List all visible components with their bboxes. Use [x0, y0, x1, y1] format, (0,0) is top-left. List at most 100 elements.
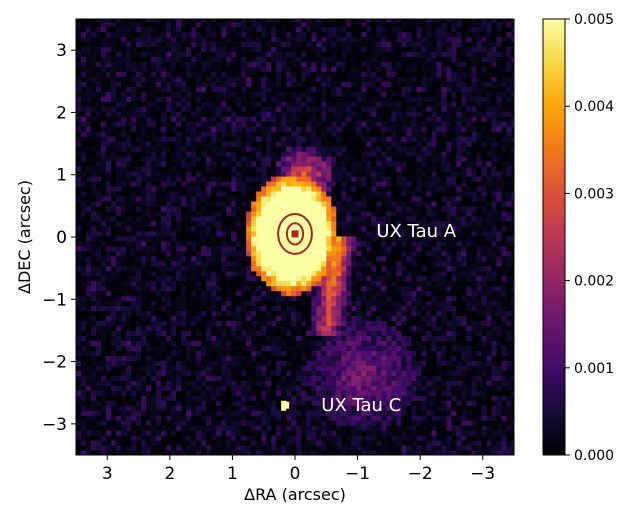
- heatmap-cell: [326, 220, 332, 227]
- heatmap-cell: [251, 131, 257, 137]
- heatmap-cell: [256, 375, 262, 381]
- heatmap-cell: [331, 430, 337, 436]
- heatmap-cell: [211, 320, 217, 327]
- heatmap-cell: [261, 405, 267, 411]
- heatmap-cell: [266, 166, 272, 172]
- heatmap-cell: [336, 190, 342, 197]
- heatmap-cell: [281, 370, 287, 376]
- heatmap-cell: [346, 225, 352, 232]
- heatmap-cell: [276, 101, 282, 107]
- heatmap-cell: [256, 400, 262, 406]
- heatmap-cell: [241, 315, 247, 322]
- heatmap-cell: [341, 300, 347, 307]
- heatmap-cell: [336, 136, 342, 142]
- heatmap-cell: [86, 116, 92, 122]
- heatmap-cell: [86, 415, 92, 421]
- heatmap-cell: [76, 230, 82, 237]
- heatmap-cell: [186, 195, 192, 202]
- heatmap-cell: [186, 270, 192, 277]
- heatmap-cell: [186, 106, 192, 112]
- heatmap-cell: [266, 56, 272, 62]
- heatmap-cell: [201, 121, 207, 127]
- heatmap-cell: [321, 19, 327, 23]
- heatmap-cell: [136, 215, 142, 222]
- heatmap-cell: [101, 340, 107, 346]
- heatmap-cell: [226, 385, 232, 391]
- heatmap-cell: [351, 255, 357, 262]
- heatmap-cell: [96, 210, 102, 217]
- heatmap-cell: [321, 340, 327, 346]
- heatmap-cell: [346, 360, 352, 366]
- heatmap-cell: [256, 270, 262, 277]
- heatmap-cell: [86, 390, 92, 396]
- heatmap-cell: [131, 275, 137, 282]
- heatmap-cell: [326, 300, 332, 307]
- heatmap-cell: [216, 156, 222, 162]
- heatmap-cell: [161, 255, 167, 262]
- heatmap-cell: [216, 270, 222, 277]
- heatmap-cell: [116, 121, 122, 127]
- heatmap-cell: [241, 101, 247, 107]
- heatmap-cell: [306, 56, 312, 62]
- heatmap-cell: [336, 116, 342, 122]
- heatmap-cell: [236, 51, 242, 57]
- heatmap-cell: [266, 245, 272, 252]
- heatmap-cell: [156, 180, 162, 187]
- heatmap-cell: [326, 91, 332, 97]
- heatmap-cell: [186, 126, 192, 132]
- heatmap-cell: [126, 26, 132, 33]
- heatmap-cell: [261, 180, 267, 187]
- heatmap-cell: [261, 156, 267, 162]
- heatmap-cell: [101, 176, 107, 182]
- heatmap-cell: [321, 235, 327, 242]
- heatmap-cell: [251, 61, 257, 67]
- heatmap-cell: [176, 340, 182, 346]
- heatmap-cell: [176, 390, 182, 396]
- heatmap-cell: [266, 21, 272, 28]
- heatmap-cell: [121, 305, 127, 312]
- heatmap-cell: [326, 136, 332, 142]
- heatmap-cell: [231, 151, 237, 157]
- heatmap-cell: [211, 21, 217, 28]
- heatmap-cell: [336, 325, 342, 331]
- heatmap-cell: [96, 275, 102, 282]
- heatmap-cell: [276, 31, 282, 38]
- heatmap-cell: [86, 106, 92, 112]
- heatmap-cell: [346, 71, 352, 77]
- heatmap-cell: [166, 430, 172, 436]
- heatmap-cell: [296, 445, 302, 451]
- heatmap-cell: [341, 290, 347, 297]
- heatmap-cell: [301, 171, 307, 177]
- heatmap-cell: [286, 101, 292, 107]
- heatmap-cell: [311, 111, 317, 117]
- heatmap-cell: [311, 360, 317, 366]
- heatmap-cell: [111, 415, 117, 421]
- heatmap-cell: [291, 385, 297, 391]
- heatmap-cell: [136, 161, 142, 167]
- heatmap-cell: [161, 350, 167, 356]
- heatmap-cell: [106, 420, 112, 426]
- heatmap-cell: [146, 101, 152, 107]
- heatmap-cell: [131, 136, 137, 142]
- heatmap-cell: [251, 111, 257, 117]
- heatmap-cell: [276, 106, 282, 112]
- heatmap-cell: [276, 385, 282, 391]
- heatmap-cell: [96, 345, 102, 351]
- heatmap-cell: [246, 195, 252, 202]
- heatmap-cell: [101, 365, 107, 371]
- heatmap-cell: [161, 425, 167, 431]
- heatmap-cell: [196, 210, 202, 217]
- heatmap-cell: [261, 56, 267, 62]
- heatmap-cell: [266, 400, 272, 406]
- heatmap-cell: [211, 350, 217, 356]
- heatmap-cell: [291, 61, 297, 67]
- heatmap-cell: [276, 171, 282, 177]
- heatmap-cell: [76, 41, 82, 47]
- heatmap-cell: [131, 300, 137, 307]
- heatmap-cell: [126, 335, 132, 341]
- heatmap-cell: [216, 185, 222, 192]
- heatmap-cell: [116, 101, 122, 107]
- heatmap-cell: [111, 230, 117, 237]
- heatmap-cell: [241, 36, 247, 42]
- heatmap-cell: [216, 400, 222, 406]
